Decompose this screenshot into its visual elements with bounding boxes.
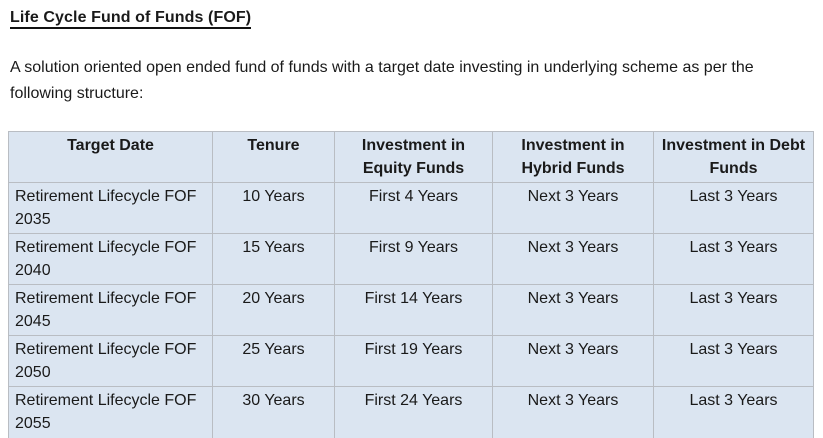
cell-hybrid: Next 3 Years <box>492 386 654 438</box>
cell-tenure: 10 Years <box>212 182 335 234</box>
page-title: Life Cycle Fund of Funds (FOF) <box>10 9 813 29</box>
header-equity-funds: Investment in Equity Funds <box>334 131 493 183</box>
fund-structure-table: Target Date Tenure Investment in Equity … <box>8 131 814 438</box>
cell-target-date: Retirement Lifecycle FOF 2050 <box>8 335 213 387</box>
table-row: Retirement Lifecycle FOF 2035 10 Years F… <box>8 182 814 234</box>
cell-hybrid: Next 3 Years <box>492 182 654 234</box>
cell-tenure: 30 Years <box>212 386 335 438</box>
cell-debt: Last 3 Years <box>653 284 814 336</box>
cell-hybrid: Next 3 Years <box>492 233 654 285</box>
table-row: Retirement Lifecycle FOF 2045 20 Years F… <box>8 284 814 336</box>
cell-debt: Last 3 Years <box>653 182 814 234</box>
intro-paragraph: A solution oriented open ended fund of f… <box>10 59 754 102</box>
cell-equity: First 4 Years <box>334 182 493 234</box>
cell-target-date: Retirement Lifecycle FOF 2040 <box>8 233 213 285</box>
cell-target-date: Retirement Lifecycle FOF 2045 <box>8 284 213 336</box>
cell-equity: First 19 Years <box>334 335 493 387</box>
table-header-row: Target Date Tenure Investment in Equity … <box>8 131 814 183</box>
cell-equity: First 14 Years <box>334 284 493 336</box>
cell-target-date: Retirement Lifecycle FOF 2035 <box>8 182 213 234</box>
cell-equity: First 9 Years <box>334 233 493 285</box>
cell-debt: Last 3 Years <box>653 233 814 285</box>
page-title-text: Life Cycle Fund of Funds (FOF) <box>10 9 252 29</box>
header-hybrid-funds: Investment in Hybrid Funds <box>492 131 654 183</box>
table-row: Retirement Lifecycle FOF 2050 25 Years F… <box>8 335 814 387</box>
cell-equity: First 24 Years <box>334 386 493 438</box>
cell-debt: Last 3 Years <box>653 335 814 387</box>
header-target-date: Target Date <box>8 131 213 183</box>
cell-target-date: Retirement Lifecycle FOF 2055 <box>8 386 213 438</box>
cell-hybrid: Next 3 Years <box>492 284 654 336</box>
cell-debt: Last 3 Years <box>653 386 814 438</box>
cell-hybrid: Next 3 Years <box>492 335 654 387</box>
header-tenure: Tenure <box>212 131 335 183</box>
cell-tenure: 25 Years <box>212 335 335 387</box>
cell-tenure: 15 Years <box>212 233 335 285</box>
cell-tenure: 20 Years <box>212 284 335 336</box>
header-debt-funds: Investment in Debt Funds <box>653 131 814 183</box>
table-row: Retirement Lifecycle FOF 2040 15 Years F… <box>8 233 814 285</box>
table-row: Retirement Lifecycle FOF 2055 30 Years F… <box>8 386 814 438</box>
